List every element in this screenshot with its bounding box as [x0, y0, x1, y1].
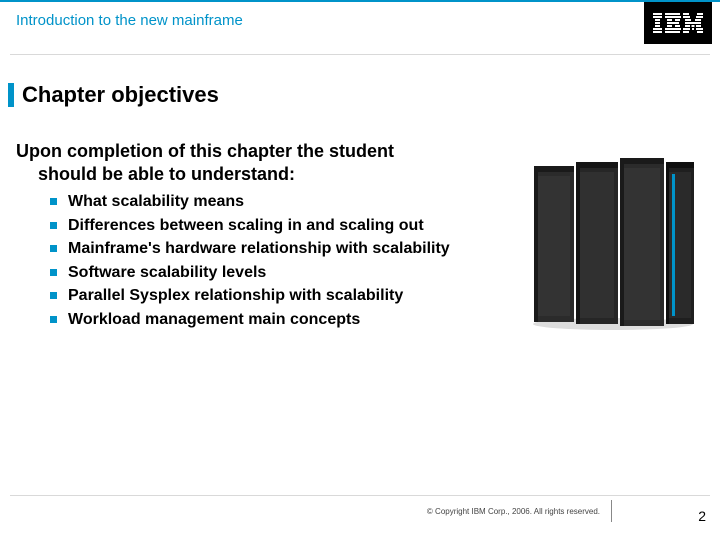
ibm-logo-icon	[653, 12, 703, 34]
lead-line-2: should be able to understand:	[16, 163, 496, 186]
lead-line-1: Upon completion of this chapter the stud…	[16, 141, 394, 161]
header-divider	[10, 54, 710, 55]
ibm-logo	[644, 2, 712, 44]
content-area: Upon completion of this chapter the stud…	[16, 140, 496, 333]
title-accent-bar	[8, 83, 14, 107]
copyright-text: © Copyright IBM Corp., 2006. All rights …	[427, 507, 600, 516]
title-block: Chapter objectives	[8, 82, 219, 108]
bullet-list: What scalability means Differences betwe…	[16, 191, 496, 331]
list-item: Differences between scaling in and scali…	[50, 215, 496, 237]
mainframe-image	[528, 152, 698, 332]
list-item: Mainframe's hardware relationship with s…	[50, 238, 496, 260]
list-item: Parallel Sysplex relationship with scala…	[50, 285, 496, 307]
page-number: 2	[698, 508, 706, 524]
list-item: Software scalability levels	[50, 262, 496, 284]
header-title: Introduction to the new mainframe	[0, 2, 720, 29]
lead-text: Upon completion of this chapter the stud…	[16, 140, 496, 185]
footer-divider-line	[10, 495, 710, 496]
slide-header: Introduction to the new mainframe	[0, 0, 720, 42]
list-item: Workload management main concepts	[50, 309, 496, 331]
footer-vertical-divider	[611, 500, 612, 522]
list-item: What scalability means	[50, 191, 496, 213]
slide-title: Chapter objectives	[22, 82, 219, 108]
mainframe-icon	[528, 152, 698, 332]
